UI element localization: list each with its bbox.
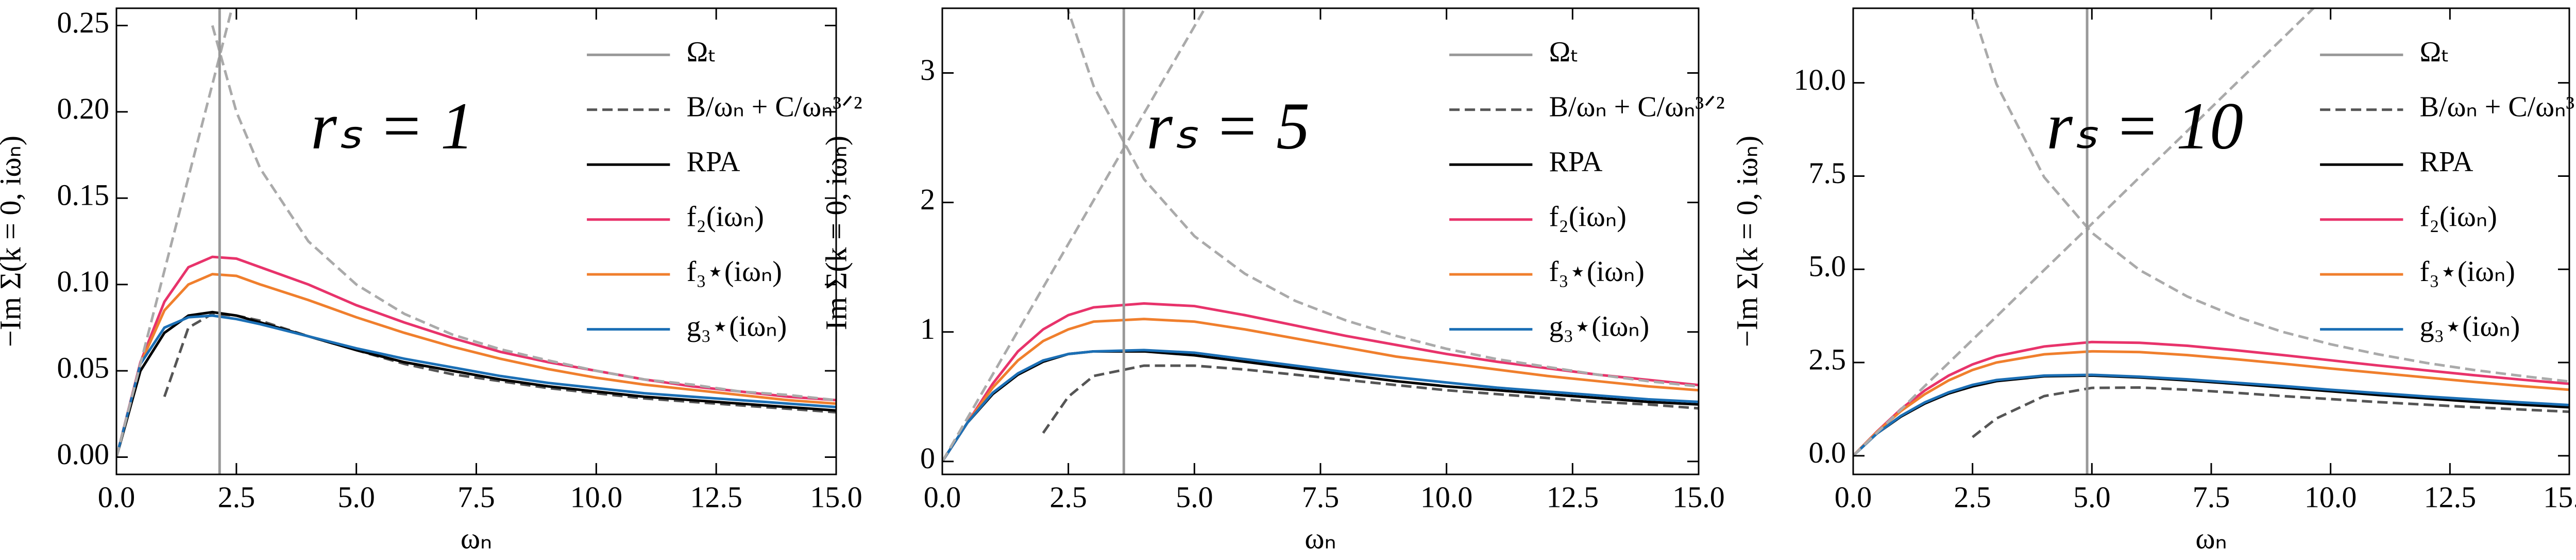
y-tick-label: 0 [920,441,935,475]
series-line [1066,8,1699,388]
y-tick-label: 2 [920,183,935,216]
x-tick-label: 2.5 [1954,480,1991,514]
x-tick-label: 5.0 [1176,480,1213,514]
legend-label: Ωₜ [1549,36,1579,68]
series-line [942,318,1699,463]
annotation: rₛ = 10 [2046,89,2243,163]
legend-label: g₃⋆(iωₙ) [687,310,787,342]
plot-frame [1852,7,2570,475]
y-axis-label: −Im Σ(k = 0, iωₙ) [1730,136,1764,347]
plot-frame [941,7,1700,475]
x-tick-label: 15.0 [2543,480,2576,514]
x-axis-label: ωₙ [461,521,492,555]
legend-label: B/ωₙ + C/ωₙ³ᐟ² [1549,91,1725,123]
legend-label: B/ωₙ + C/ωₙ³ᐟ² [2420,91,2576,123]
y-axis-label: −Im Σ(k = 0, iωₙ) [819,136,853,347]
x-tick-label: 10.0 [2304,480,2357,514]
series-line [1853,8,2315,457]
series-line [211,25,836,402]
legend-label: f₃⋆(iωₙ) [687,256,782,288]
series-line [1853,373,2569,457]
series-line [1972,386,2569,438]
x-tick-label: 12.5 [690,480,742,514]
y-tick-label: 0.20 [57,92,110,125]
legend-label: g₃⋆(iωₙ) [1549,310,1650,342]
panel: 0.0 2.5 5.0 7.5 10.0 12.5 15.0 0.0 2.5 5.0 7.5 10.0… [1730,7,2576,555]
series-line [116,314,836,458]
legend-label: RPA [687,146,740,178]
y-tick-label: 7.5 [1809,156,1846,190]
x-tick-label: 2.5 [1049,480,1087,514]
legend-label: Ωₜ [2420,36,2450,68]
legend-label: B/ωₙ + C/ωₙ³ᐟ² [687,91,862,123]
panel: 0.0 2.5 5.0 7.5 10.0 12.5 15.0 0 1 2 3 ωₙ −Im Σ(k = … [819,7,1725,555]
x-tick-label: 10.0 [570,480,623,514]
y-tick-label: 0.15 [57,178,110,212]
y-tick-label: 0.10 [57,265,110,298]
y-tick-label: 10.0 [1794,63,1846,96]
x-tick-label: 15.0 [1672,480,1725,514]
legend-label: Ωₜ [687,36,717,68]
series-line [942,8,1207,463]
series-line [1971,8,2569,383]
legend-label: f₃⋆(iωₙ) [2420,256,2515,288]
y-tick-label: 2.5 [1809,342,1846,376]
y-tick-label: 0.0 [1809,436,1846,469]
x-tick-label: 12.5 [2424,480,2477,514]
x-tick-label: 0.0 [1835,480,1872,514]
y-tick-label: 5.0 [1809,250,1846,283]
panel: 0.0 2.5 5.0 7.5 10.0 12.5 15.0 0.00 0.05 0.10 0.15… [0,6,862,555]
series-line [942,349,1699,463]
annotation: rₛ = 5 [1146,89,1310,163]
series-line [1042,364,1699,434]
x-tick-label: 5.0 [337,480,375,514]
legend: Ωₜ B/ωₙ + C/ωₙ³ᐟ² RPA f₂(iωₙ) f₃⋆(iωₙ) g₃⋆(iω… [2320,36,2576,342]
plot-area [116,8,836,474]
legend-label: g₃⋆(iωₙ) [2420,310,2520,342]
x-tick-label: 7.5 [457,480,495,514]
series-line [116,310,836,458]
y-tick-label: 0.00 [57,437,110,471]
legend: Ωₜ B/ωₙ + C/ωₙ³ᐟ² RPA f₂(iωₙ) f₃⋆(iωₙ) g₃⋆(iω… [1449,36,1725,342]
legend-label: f₃⋆(iωₙ) [1549,256,1645,288]
legend-label: f₂(iωₙ) [687,201,764,233]
legend-label: f₂(iωₙ) [2420,201,2497,233]
series-line [1853,350,2569,457]
x-axis-label: ωₙ [1304,521,1336,555]
x-tick-label: 7.5 [2193,480,2230,514]
series-line [116,255,836,458]
x-tick-label: 2.5 [218,480,256,514]
x-tick-label: 0.0 [98,480,135,514]
x-tick-label: 0.0 [924,480,961,514]
series-line [116,8,233,458]
series-line [1853,340,2569,457]
x-tick-label: 12.5 [1547,480,1599,514]
x-tick-label: 10.0 [1420,480,1473,514]
x-tick-label: 5.0 [2073,480,2111,514]
y-tick-label: 1 [920,312,935,345]
annotation: rₛ = 1 [311,89,474,163]
legend: Ωₜ B/ωₙ + C/ωₙ³ᐟ² RPA f₂(iωₙ) f₃⋆(iωₙ) g₃⋆(iω… [587,36,862,342]
x-tick-label: 15.0 [810,480,862,514]
legend-label: RPA [2420,146,2473,178]
y-axis-label: −Im Σ(k = 0, iωₙ) [0,136,27,347]
plot-area [942,8,1699,474]
y-tick-label: 3 [920,53,935,87]
series-line [116,273,836,458]
y-tick-label: 0.25 [57,6,110,39]
x-tick-label: 7.5 [1302,480,1340,514]
plot-area [1853,8,2569,474]
y-tick-label: 0.05 [57,351,110,384]
legend-label: RPA [1549,146,1603,178]
x-axis-label: ωₙ [2195,521,2227,555]
legend-label: f₂(iωₙ) [1549,201,1626,233]
